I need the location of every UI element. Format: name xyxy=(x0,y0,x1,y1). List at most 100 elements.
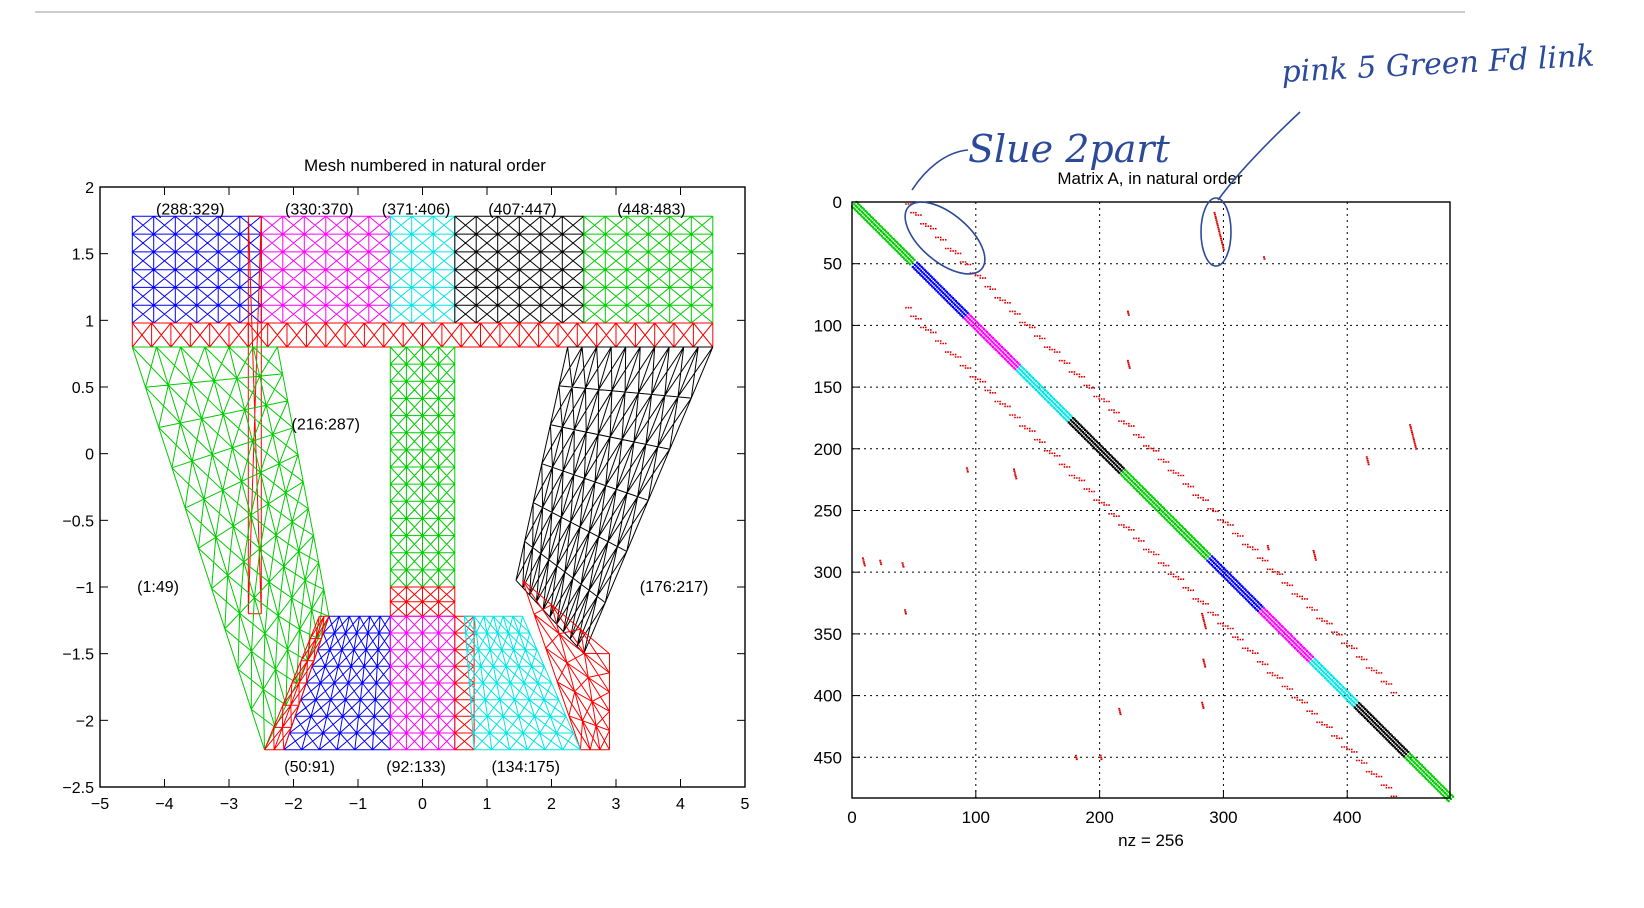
mesh-region-16 xyxy=(264,615,330,751)
mesh-region-label: (176:217) xyxy=(640,579,709,596)
spy-cluster-11 xyxy=(904,609,907,615)
mesh-region-10 xyxy=(515,346,714,655)
spy-cluster-12 xyxy=(1312,550,1317,561)
mesh-y-tick-label: 1.5 xyxy=(72,247,94,264)
spy-cluster-14 xyxy=(1201,612,1207,630)
spy-diag-block-8 xyxy=(1309,657,1359,708)
mesh-y-tick-label: −1.5 xyxy=(62,647,94,664)
mesh-region-14 xyxy=(454,615,475,751)
spy-y-tick-label: 250 xyxy=(814,501,842,520)
mesh-region-2 xyxy=(389,215,456,324)
handwritten-note-right: pink 5 Green Fd link xyxy=(1281,39,1596,90)
spy-cluster-10 xyxy=(901,562,905,568)
spy-y-tick-label: 350 xyxy=(814,625,842,644)
spy-diag-block-7 xyxy=(1258,607,1314,663)
mesh-region-label: (1:49) xyxy=(137,579,179,596)
mesh-region-1 xyxy=(260,215,391,324)
mesh-region-0 xyxy=(131,215,262,324)
handwritten-circle-left xyxy=(904,201,986,275)
spy-plot: Matrix A, in natural order 0 100 200 300 400… xyxy=(814,169,1455,850)
mesh-regions xyxy=(131,215,714,751)
mesh-y-tick-label: 0 xyxy=(85,447,94,464)
mesh-x-tick-label: 1 xyxy=(483,796,492,813)
spy-cluster-18 xyxy=(1099,754,1103,761)
mesh-region-label: (216:287) xyxy=(292,416,361,433)
handwritten-arrow-left xyxy=(911,149,969,191)
handwritten-note-left: Slue 2part xyxy=(968,127,1171,171)
spy-y-tick-label: 150 xyxy=(814,378,842,397)
spy-xlabel: nz = 256 xyxy=(1118,831,1184,850)
mesh-x-tick-label: −2 xyxy=(284,796,302,813)
mesh-x-tick-label: 4 xyxy=(676,796,685,813)
spy-y-tick-label: 0 xyxy=(833,193,842,212)
mesh-x-tick-label: 5 xyxy=(741,796,750,813)
mesh-y-tick-label: 1 xyxy=(85,313,94,330)
handwritten-arrow-right xyxy=(1217,111,1301,201)
mesh-y-tick-label: −1 xyxy=(76,580,94,597)
spy-nonzeros xyxy=(851,201,1455,803)
mesh-region-label: (371:406) xyxy=(382,202,451,219)
mesh-region-4 xyxy=(583,215,714,324)
spy-cluster-19 xyxy=(1074,754,1078,761)
mesh-region-13 xyxy=(389,615,456,751)
mesh-region-label: (288:329) xyxy=(156,202,225,219)
spy-cluster-15 xyxy=(1202,658,1207,668)
spy-cluster-1 xyxy=(1263,256,1266,260)
spy-cluster-7 xyxy=(1365,456,1370,466)
spy-y-tick-label: 200 xyxy=(814,440,842,459)
spy-diag-block-1 xyxy=(911,261,969,319)
mesh-y-tick-label: −2 xyxy=(76,713,94,730)
spy-cluster-0 xyxy=(1213,211,1225,251)
spy-cluster-5 xyxy=(965,467,969,473)
mesh-region-labels: (288:329) (330:370) (371:406) (407:447) (448… xyxy=(137,202,708,776)
spy-plot-title: Matrix A, in natural order xyxy=(1057,169,1243,188)
spy-x-tick-label: 100 xyxy=(962,808,990,827)
spy-axis-ticks: 0 100 200 300 400 0 50 100 150 200 250 300 350 400 450 xyxy=(814,193,1362,827)
spy-diag-block-2 xyxy=(963,313,1021,371)
mesh-x-tick-label: −4 xyxy=(155,796,173,813)
mesh-y-tick-label: −0.5 xyxy=(62,513,94,530)
mesh-region-3 xyxy=(454,215,585,324)
spy-y-tick-label: 450 xyxy=(814,748,842,767)
mesh-x-tick-label: 0 xyxy=(418,796,427,813)
spy-diag-block-0 xyxy=(851,201,916,266)
spy-diag-block-9 xyxy=(1353,702,1410,758)
spy-grid xyxy=(852,202,1450,798)
mesh-region-label: (92:133) xyxy=(386,759,446,776)
mesh-plot-frame xyxy=(99,186,746,788)
mesh-region-label: (448:483) xyxy=(617,202,686,219)
mesh-x-tick-label: −3 xyxy=(220,796,238,813)
spy-diag-block-3 xyxy=(1015,365,1073,423)
spy-offdiag-band-0 xyxy=(905,306,1398,798)
handwritten-annotations: Slue 2part pink 5 Green Fd link xyxy=(904,39,1596,275)
mesh-y-tick-label: 0.5 xyxy=(72,380,94,397)
mesh-y-tick-label: −2.5 xyxy=(62,780,94,797)
mesh-region-6 xyxy=(247,215,262,615)
spy-y-tick-label: 300 xyxy=(814,563,842,582)
spy-cluster-6 xyxy=(1409,424,1418,450)
spy-diag-block-10 xyxy=(1404,752,1455,803)
mesh-region-8 xyxy=(389,346,456,588)
spy-plot-frame xyxy=(851,201,1451,799)
spy-y-tick-label: 50 xyxy=(823,255,842,274)
mesh-region-label: (134:175) xyxy=(491,759,560,776)
mesh-region-15 xyxy=(463,615,581,751)
spy-cluster-13 xyxy=(1266,545,1270,551)
handwritten-circle-right xyxy=(1200,197,1232,267)
spy-x-tick-label: 200 xyxy=(1085,808,1113,827)
spy-diag-block-5 xyxy=(1119,468,1211,560)
mesh-region-5 xyxy=(131,322,714,348)
mesh-plot: Mesh numbered in natural order −5 −4 −3 −2 −… xyxy=(62,156,749,813)
mesh-x-tick-label: 2 xyxy=(547,796,556,813)
spy-cluster-2 xyxy=(1126,310,1130,316)
mesh-region-label: (407:447) xyxy=(488,202,557,219)
spy-cluster-17 xyxy=(1118,707,1122,716)
mesh-x-tick-label: −1 xyxy=(349,796,367,813)
spy-x-tick-label: 0 xyxy=(847,808,856,827)
mesh-y-tick-label: 2 xyxy=(85,180,94,197)
spy-y-tick-label: 400 xyxy=(814,687,842,706)
spy-diag-block-6 xyxy=(1206,555,1264,613)
spy-y-tick-label: 100 xyxy=(814,316,842,335)
mesh-x-tick-label: 3 xyxy=(612,796,621,813)
